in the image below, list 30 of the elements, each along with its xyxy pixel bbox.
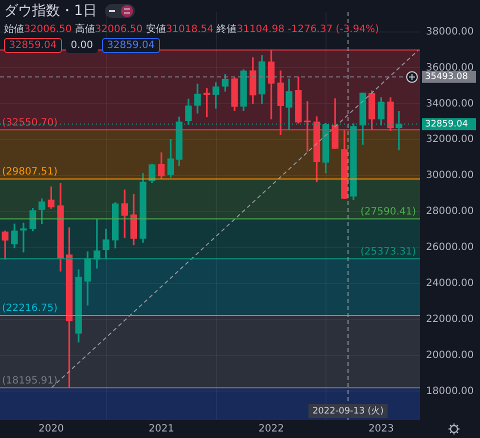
y-tick-label: 30000.00 <box>426 170 474 182</box>
text: 始値32006.50 高値32006.50 安値31018.54 終値31104.98 -1276.37 (-3.94%) <box>4 24 379 35</box>
annotation: 0.00 <box>66 38 98 53</box>
band-label: (27590.41) <box>360 206 416 218</box>
candlestick <box>20 222 27 252</box>
band-label: (32550.70) <box>2 117 58 128</box>
band-label: (29807.51) <box>2 166 58 178</box>
annotation: 32859.04 <box>4 38 62 53</box>
y-tick-label: 18000.00 <box>426 386 474 397</box>
y-tick-label: 20000.00 <box>426 350 474 361</box>
y-tick-label: 34000.00 <box>426 98 474 110</box>
ref-line-label: 2022-09-13 (火) <box>312 405 384 416</box>
y-tick-label: 32000.00 <box>426 134 474 146</box>
y-tick-label: 22000.00 <box>426 314 474 325</box>
y-tick-label: 38000.00 <box>426 26 474 38</box>
x-tick-label: 2020 <box>38 424 64 435</box>
x-tick-label: 2022 <box>258 424 284 435</box>
band-label: (18195.91) <box>2 375 58 386</box>
band-label: (25373.31) <box>360 246 416 258</box>
y-tick-label: 28000.00 <box>426 206 474 218</box>
y-tick-label: 26000.00 <box>426 242 474 254</box>
x-tick-label: 2023 <box>368 424 394 435</box>
annotation: 32859.04 <box>102 38 160 53</box>
ref-line-label: 32859.04 <box>425 120 468 130</box>
ref-line-label: 35493.08 <box>425 72 468 82</box>
band-label: (22216.75) <box>2 303 58 314</box>
x-tick-label: 2021 <box>148 424 174 435</box>
chart-title: ダウ指数・1日 <box>4 2 97 20</box>
y-tick-label: 36000.00 <box>426 62 474 74</box>
y-tick-label: 24000.00 <box>426 278 474 289</box>
